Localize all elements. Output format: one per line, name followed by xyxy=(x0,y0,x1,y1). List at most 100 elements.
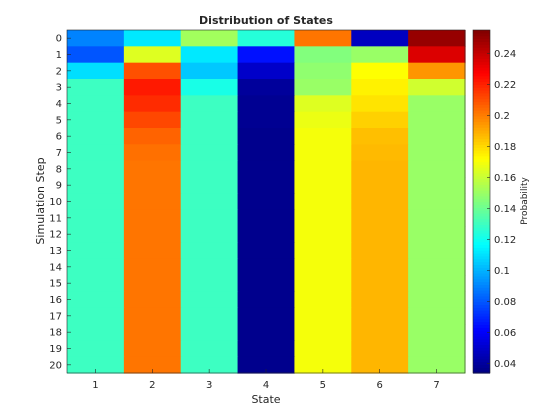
heatmap-cell xyxy=(123,226,182,243)
heatmap-cell xyxy=(67,258,125,276)
heatmap-cell xyxy=(67,356,125,374)
colorbar xyxy=(473,30,490,374)
x-tick-label: 6 xyxy=(377,380,383,391)
heatmap-cell xyxy=(294,95,352,113)
colorbar-band xyxy=(473,272,490,277)
colorbar-band xyxy=(473,64,490,68)
colorbar-band xyxy=(473,198,490,203)
colorbar-band xyxy=(473,344,490,348)
colorbar-band xyxy=(473,121,490,125)
colorbar-band xyxy=(473,201,490,205)
heatmap-cell xyxy=(294,62,352,80)
colorbar-band xyxy=(473,301,490,305)
heatmap-cell xyxy=(294,46,352,64)
heatmap-cell xyxy=(351,340,409,358)
colorbar-band xyxy=(473,127,490,131)
colorbar-band xyxy=(473,44,490,48)
colorbar-band xyxy=(473,364,490,368)
colorbar-band xyxy=(473,312,490,317)
y-tick-label: 0 xyxy=(56,34,62,45)
heatmap-cell xyxy=(408,177,466,194)
y-tick-label: 3 xyxy=(56,83,62,94)
x-tick-label: 5 xyxy=(320,380,326,391)
y-tick-label: 18 xyxy=(49,328,62,339)
colorbar-band xyxy=(473,195,490,200)
colorbar-band xyxy=(473,41,490,45)
colorbar-band xyxy=(473,90,490,94)
heatmap-cell xyxy=(237,79,296,96)
colorbar-band xyxy=(473,170,490,174)
colorbar-band xyxy=(473,30,490,34)
colorbar-band xyxy=(473,224,490,228)
heatmap-cell xyxy=(123,356,182,374)
colorbar-tick-label: 0.18 xyxy=(494,142,516,153)
colorbar-band xyxy=(473,221,490,225)
colorbar-band xyxy=(473,95,490,100)
heatmap-cell xyxy=(123,128,182,145)
colorbar-band xyxy=(473,338,490,343)
x-tick-label: 2 xyxy=(149,380,155,391)
colorbar-band xyxy=(473,304,490,308)
colorbar-band xyxy=(473,347,490,351)
heatmap-cell xyxy=(294,30,352,47)
heatmap-cell xyxy=(408,242,466,260)
heatmap-cell xyxy=(123,95,182,113)
heatmap-cell xyxy=(408,128,466,145)
colorbar-band xyxy=(473,132,490,137)
colorbar-band xyxy=(473,81,490,85)
colorbar-band xyxy=(473,104,490,108)
heatmap-cell xyxy=(351,209,409,227)
heatmap-cell xyxy=(123,324,182,341)
y-tick-label: 10 xyxy=(49,197,62,208)
colorbar-band xyxy=(473,292,490,297)
heatmap-cell xyxy=(237,62,296,80)
heatmap-cell xyxy=(408,275,466,292)
colorbar-band xyxy=(473,290,490,294)
colorbar-tick-label: 0.22 xyxy=(494,80,516,91)
heatmap-cell xyxy=(351,193,409,211)
heatmap-cell xyxy=(180,30,239,47)
colorbar-band xyxy=(473,324,490,328)
heatmap-cell xyxy=(294,128,352,145)
heatmap-cell xyxy=(351,242,409,260)
heatmap-cell xyxy=(67,275,125,292)
heatmap-cell xyxy=(67,30,125,47)
colorbar-band xyxy=(473,167,490,171)
colorbar-band xyxy=(473,107,490,111)
colorbar-band xyxy=(473,321,490,326)
heatmap-cell xyxy=(351,62,409,80)
heatmap-cell xyxy=(351,324,409,341)
colorbar-band xyxy=(473,218,490,223)
heatmap-cell xyxy=(237,193,296,211)
x-tick-label: 7 xyxy=(433,380,439,391)
heatmap-cell xyxy=(294,226,352,243)
colorbar-band xyxy=(473,241,490,245)
heatmap-cells xyxy=(67,30,466,374)
colorbar-band xyxy=(473,67,490,71)
heatmap-cell xyxy=(123,160,182,178)
colorbar-band xyxy=(473,212,490,217)
heatmap-cell xyxy=(294,160,352,178)
heatmap-cell xyxy=(294,111,352,129)
colorbar-band xyxy=(473,118,490,123)
y-tick-label: 13 xyxy=(49,246,62,257)
heatmap-cell xyxy=(180,128,239,145)
colorbar-band xyxy=(473,350,490,354)
heatmap-cell xyxy=(408,340,466,358)
colorbar-band xyxy=(473,78,490,83)
colorbar-band xyxy=(473,192,490,197)
y-tick-label: 19 xyxy=(49,344,62,355)
heatmap-cell xyxy=(123,307,182,325)
colorbar-band xyxy=(473,147,490,151)
colorbar-band xyxy=(473,155,490,160)
heatmap-cell xyxy=(180,46,239,64)
colorbar-band xyxy=(473,32,490,37)
x-tick-label: 1 xyxy=(92,380,98,391)
heatmap-cell xyxy=(351,46,409,64)
colorbar-band xyxy=(473,92,490,97)
y-tick-label: 15 xyxy=(49,279,62,290)
heatmap-cell xyxy=(408,193,466,211)
heatmap-cell xyxy=(351,275,409,292)
heatmap-cell xyxy=(237,30,296,47)
